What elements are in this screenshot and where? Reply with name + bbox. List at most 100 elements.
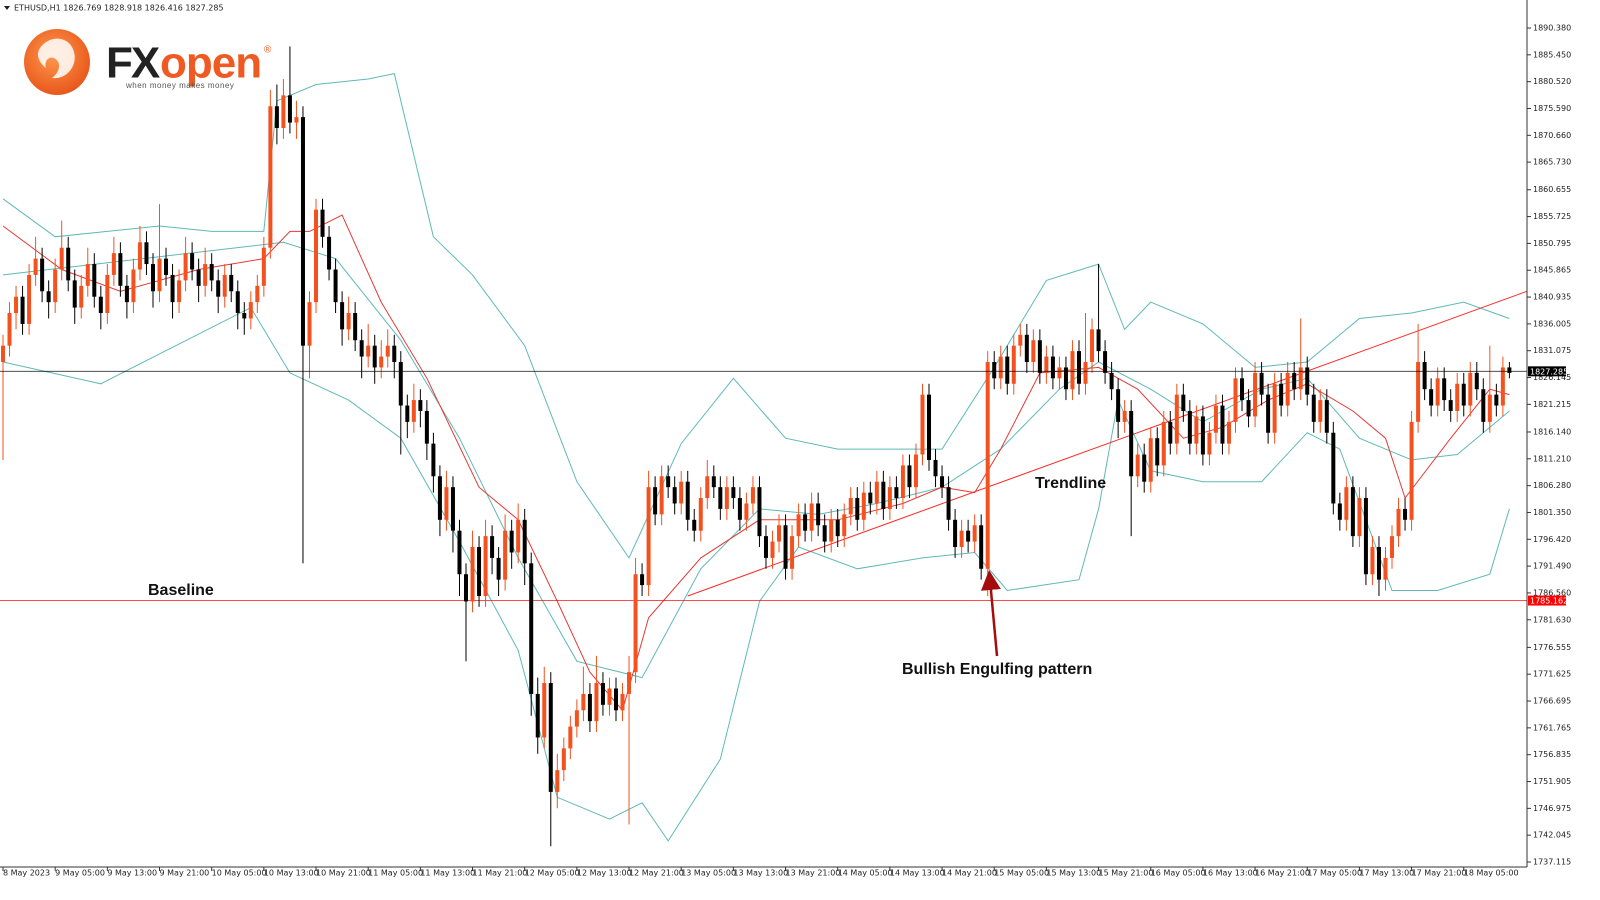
candle-body: [698, 498, 703, 531]
candle-body: [1129, 410, 1134, 477]
candle-body: [1226, 421, 1231, 444]
candle-body: [1122, 410, 1127, 422]
candle-body: [118, 253, 123, 286]
y-tick-label: 1870.660: [1533, 131, 1571, 140]
candle-body: [1207, 432, 1212, 455]
candle-body: [1109, 372, 1114, 390]
candle-body: [581, 693, 586, 711]
candle-body: [959, 530, 964, 548]
candle-body: [242, 313, 247, 319]
candle-body: [7, 313, 12, 346]
candle-body: [1435, 378, 1440, 406]
candle-body: [1024, 334, 1029, 363]
x-tick-label: 13 May 05:00: [681, 869, 736, 878]
candle-body: [1057, 367, 1062, 379]
candle-body: [216, 280, 221, 297]
x-tick-label: 16 May 21:00: [1255, 869, 1310, 878]
candle-body: [33, 258, 38, 275]
candle-body: [692, 519, 697, 531]
x-tick-label: 13 May 13:00: [733, 869, 788, 878]
candle-body: [431, 443, 436, 477]
candle-body: [450, 487, 455, 531]
candle-body: [646, 487, 651, 586]
candle-body: [522, 519, 527, 564]
candle-body: [483, 536, 488, 596]
candle-body: [40, 258, 45, 292]
x-tick-label: 14 May 05:00: [838, 869, 893, 878]
candle-body: [1070, 351, 1075, 390]
candle-body: [1200, 416, 1205, 455]
candle-body: [98, 296, 103, 314]
candle-body: [1187, 410, 1192, 444]
candle-body: [1409, 421, 1414, 520]
candle-body: [1213, 405, 1218, 433]
candle-body: [933, 459, 938, 477]
candle-body: [14, 296, 19, 314]
y-tick-label: 1771.625: [1533, 670, 1571, 679]
candle-body: [1005, 356, 1010, 384]
y-tick-label: 1742.045: [1533, 831, 1571, 840]
candle-body: [1461, 383, 1466, 406]
candle-body: [437, 476, 442, 520]
candle-body: [1474, 372, 1479, 390]
candle-body: [666, 476, 671, 488]
candle-body: [848, 498, 853, 515]
candle-body: [1148, 438, 1153, 482]
candle-body: [548, 683, 553, 792]
logo-registered: ®: [264, 45, 272, 56]
candle-body: [946, 487, 951, 520]
baseline-tag: [1528, 595, 1566, 606]
candle-body: [718, 487, 723, 509]
candle-body: [320, 209, 325, 237]
x-tick-label: 13 May 21:00: [786, 869, 841, 878]
candle-body: [1337, 503, 1342, 520]
x-tick-label: 18 May 05:00: [1464, 869, 1519, 878]
x-tick-label: 14 May 21:00: [942, 869, 997, 878]
candle-body: [1370, 547, 1375, 575]
candle-body: [111, 253, 116, 275]
candle-body: [287, 95, 292, 123]
candle-body: [972, 525, 977, 542]
candle-body: [385, 345, 390, 357]
candle-body: [274, 106, 279, 129]
candle-body: [1096, 329, 1101, 352]
candle-body: [613, 688, 618, 711]
candle-body: [1103, 351, 1108, 373]
candle-body: [496, 557, 501, 580]
candle-body: [190, 253, 195, 270]
candle-body: [1018, 334, 1023, 346]
candle-body: [1272, 383, 1277, 433]
candle-body: [46, 291, 51, 303]
candle-body: [705, 476, 710, 499]
y-tick-label: 1737.115: [1533, 857, 1571, 866]
candle-body: [1253, 372, 1258, 417]
candle-body: [150, 264, 155, 292]
x-tick-label: 10 May 21:00: [316, 869, 371, 878]
candle-body: [477, 547, 482, 596]
candle-body: [124, 285, 129, 303]
candle-body: [1259, 372, 1264, 395]
candle-body: [1011, 345, 1016, 384]
y-tick-label: 1875.590: [1533, 104, 1571, 113]
y-tick-label: 1845.865: [1533, 266, 1571, 275]
candle-body: [1116, 389, 1121, 422]
candle-body: [235, 291, 240, 314]
candle-body: [1455, 383, 1460, 411]
candle-body: [1324, 400, 1329, 433]
candle-body: [927, 394, 932, 460]
candle-body: [607, 688, 612, 705]
candle-body: [333, 269, 338, 303]
candle-body: [229, 274, 234, 292]
candle-body: [66, 247, 71, 281]
candle-body: [1305, 367, 1310, 395]
candle-body: [1292, 372, 1297, 390]
candle-body: [1044, 356, 1049, 373]
candle-body: [868, 492, 873, 504]
candle-body: [568, 726, 573, 749]
candle-body: [281, 95, 286, 129]
candle-body: [92, 264, 97, 297]
indicator-line: [687, 290, 1528, 597]
candle-body: [79, 285, 84, 308]
